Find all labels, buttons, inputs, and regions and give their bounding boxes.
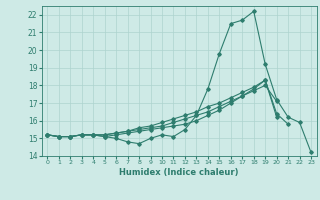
X-axis label: Humidex (Indice chaleur): Humidex (Indice chaleur) [119, 168, 239, 177]
